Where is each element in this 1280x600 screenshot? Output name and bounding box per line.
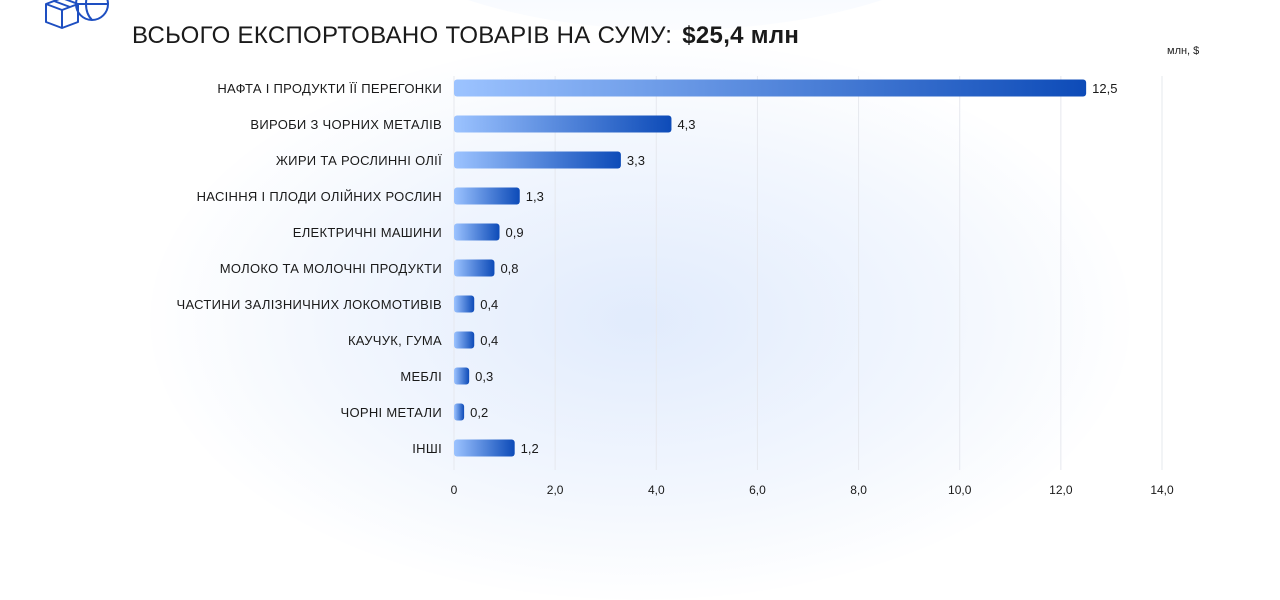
value-label: 0,3 — [475, 369, 493, 384]
value-label: 0,4 — [480, 333, 498, 348]
value-label: 0,8 — [500, 261, 518, 276]
category-label: МОЛОКО ТА МОЛОЧНІ ПРОДУКТИ — [220, 261, 442, 276]
category-label: ЕЛЕКТРИЧНІ МАШИНИ — [293, 225, 442, 240]
x-tick-label: 12,0 — [1049, 483, 1073, 497]
bar — [454, 187, 520, 205]
value-label: 1,2 — [521, 441, 539, 456]
x-tick-label: 10,0 — [948, 483, 972, 497]
bar — [454, 367, 470, 385]
bar — [454, 259, 495, 277]
bar — [454, 223, 500, 241]
bar — [454, 331, 475, 349]
headline-subtitle: ВСЬОГО ЕКСПОРТОВАНО ТОВАРІВ НА СУМУ: — [132, 22, 673, 49]
category-label: ЖИРИ ТА РОСЛИННІ ОЛІЇ — [276, 153, 442, 168]
x-tick-label: 6,0 — [749, 483, 766, 497]
x-tick-label: 0 — [451, 483, 458, 497]
value-label: 0,4 — [480, 297, 498, 312]
grid-layer — [453, 76, 1163, 470]
category-label: ІНШІ — [412, 441, 442, 456]
x-tick-label: 14,0 — [1150, 483, 1174, 497]
value-label: 12,5 — [1092, 81, 1117, 96]
x-tick-label: 2,0 — [547, 483, 564, 497]
bar — [454, 403, 465, 421]
category-label: ЧАСТИНИ ЗАЛІЗНИЧНИХ ЛОКОМОТИВІВ — [176, 297, 442, 312]
headline-total: $25,4 млн — [682, 22, 800, 49]
value-label: 4,3 — [677, 117, 695, 132]
bar — [454, 115, 672, 133]
unit-label: млн, $ — [1167, 45, 1200, 57]
bar — [454, 151, 621, 169]
x-tick-label: 4,0 — [648, 483, 665, 497]
bar — [454, 79, 1087, 97]
category-label: ВИРОБИ З ЧОРНИХ МЕТАЛІВ — [250, 117, 442, 132]
category-label: ЧОРНІ МЕТАЛИ — [341, 405, 443, 420]
bar-layer — [454, 79, 1087, 457]
value-label: 0,9 — [506, 225, 524, 240]
export-bar-chart: 0 2,0 4,0 6,0 8,0 10,0 12,0 14,0 НАФТА І ПРОДУКТ… — [176, 76, 1174, 497]
category-label: КАУЧУК, ГУМА — [348, 333, 442, 348]
value-label: 0,2 — [470, 405, 488, 420]
export-logo-icon — [45, 0, 109, 29]
value-label: 1,3 — [526, 189, 544, 204]
value-label: 3,3 — [627, 153, 645, 168]
category-label: НАСІННЯ І ПЛОДИ ОЛІЙНИХ РОСЛИН — [197, 189, 442, 204]
headline: ВСЬОГО ЕКСПОРТОВАНО ТОВАРІВ НА СУМУ: $25,… — [132, 22, 799, 50]
label-layer: 0 2,0 4,0 6,0 8,0 10,0 12,0 14,0 НАФТА І ПРОДУКТ… — [176, 81, 1174, 497]
category-label: МЕБЛІ — [400, 369, 442, 384]
bar — [454, 439, 515, 457]
x-tick-label: 8,0 — [850, 483, 867, 497]
category-label: НАФТА І ПРОДУКТИ ЇЇ ПЕРЕГОНКИ — [217, 81, 442, 96]
bar — [454, 295, 475, 313]
